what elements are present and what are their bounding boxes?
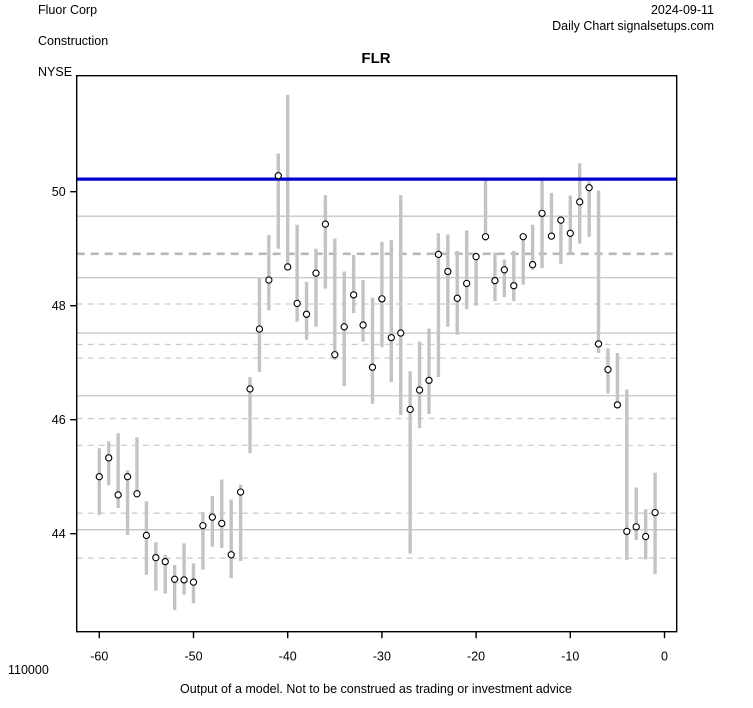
y-tick-label: 46 bbox=[52, 413, 66, 427]
close-marker bbox=[604, 365, 612, 374]
close-marker bbox=[293, 299, 301, 308]
close-marker bbox=[444, 267, 452, 276]
close-marker bbox=[312, 269, 320, 277]
exchange-label: NYSE bbox=[38, 65, 73, 79]
close-marker bbox=[491, 276, 499, 285]
close-marker bbox=[538, 209, 546, 218]
close-marker bbox=[199, 522, 207, 530]
y-tick-label: 48 bbox=[52, 299, 66, 313]
close-marker bbox=[95, 473, 103, 481]
x-tick-label: -20 bbox=[467, 650, 485, 664]
close-marker bbox=[321, 220, 330, 228]
close-marker bbox=[576, 198, 584, 206]
close-marker bbox=[642, 532, 650, 541]
close-marker bbox=[566, 229, 574, 237]
close-marker bbox=[585, 184, 593, 192]
close-marker bbox=[651, 508, 659, 517]
plot-border bbox=[75, 74, 678, 633]
close-marker bbox=[331, 351, 339, 359]
close-marker bbox=[519, 233, 527, 241]
close-marker bbox=[453, 294, 461, 302]
close-marker bbox=[594, 340, 603, 348]
close-marker bbox=[406, 405, 414, 414]
close-marker bbox=[434, 250, 443, 259]
close-marker bbox=[349, 291, 358, 299]
close-marker bbox=[500, 266, 509, 274]
close-marker bbox=[180, 576, 188, 584]
x-tick-label: -40 bbox=[279, 650, 297, 664]
close-marker bbox=[236, 488, 245, 496]
chart-source-label: Daily Chart signalsetups.com bbox=[552, 18, 714, 33]
close-marker bbox=[152, 553, 160, 562]
disclaimer-text: Output of a model. Not to be construed a… bbox=[180, 682, 572, 696]
close-marker bbox=[547, 232, 556, 240]
company-name: Fluor Corp bbox=[38, 3, 98, 17]
x-tick-label: 0 bbox=[661, 650, 668, 664]
y-tick-label: 50 bbox=[52, 185, 66, 199]
y-tick-label: 44 bbox=[52, 527, 66, 541]
close-marker bbox=[463, 279, 471, 288]
close-marker bbox=[481, 233, 490, 241]
close-marker bbox=[425, 376, 433, 385]
close-marker bbox=[246, 385, 254, 393]
close-marker bbox=[302, 310, 311, 318]
close-marker bbox=[368, 363, 377, 371]
close-marker bbox=[472, 253, 480, 261]
ticker-title: FLR bbox=[361, 50, 391, 67]
close-marker bbox=[171, 575, 179, 583]
volume-label: 110000 bbox=[8, 663, 49, 677]
close-marker bbox=[415, 386, 424, 394]
close-marker bbox=[613, 401, 622, 409]
close-marker bbox=[632, 523, 640, 531]
close-marker bbox=[161, 557, 169, 566]
close-marker bbox=[123, 473, 132, 481]
close-marker bbox=[397, 329, 405, 337]
close-marker bbox=[133, 490, 141, 498]
close-marker bbox=[378, 295, 386, 303]
close-marker bbox=[114, 491, 122, 499]
sector-label: Construction bbox=[38, 34, 109, 48]
header-left: Fluor Corp Construction NYSE bbox=[38, 3, 108, 81]
close-marker bbox=[557, 216, 565, 224]
close-marker bbox=[208, 513, 216, 521]
close-marker bbox=[218, 519, 226, 528]
x-tick-label: -30 bbox=[373, 650, 391, 664]
close-marker bbox=[623, 527, 631, 536]
x-tick-label: -10 bbox=[561, 650, 579, 664]
header-right: 2024-09-11 Daily Chart signalsetups.com bbox=[552, 3, 714, 34]
close-marker bbox=[227, 551, 235, 559]
close-marker bbox=[340, 323, 348, 331]
close-marker bbox=[189, 578, 198, 586]
close-marker bbox=[387, 333, 395, 342]
x-tick-label: -50 bbox=[184, 650, 202, 664]
close-marker bbox=[528, 261, 537, 269]
close-marker bbox=[359, 321, 367, 329]
close-marker bbox=[284, 263, 292, 271]
close-marker bbox=[510, 282, 518, 290]
x-tick-label: -60 bbox=[90, 650, 108, 664]
close-marker bbox=[255, 325, 264, 333]
close-marker bbox=[105, 454, 113, 462]
close-marker bbox=[265, 276, 273, 284]
close-marker bbox=[274, 172, 282, 180]
close-marker bbox=[142, 531, 151, 540]
chart-date: 2024-09-11 bbox=[650, 3, 714, 17]
